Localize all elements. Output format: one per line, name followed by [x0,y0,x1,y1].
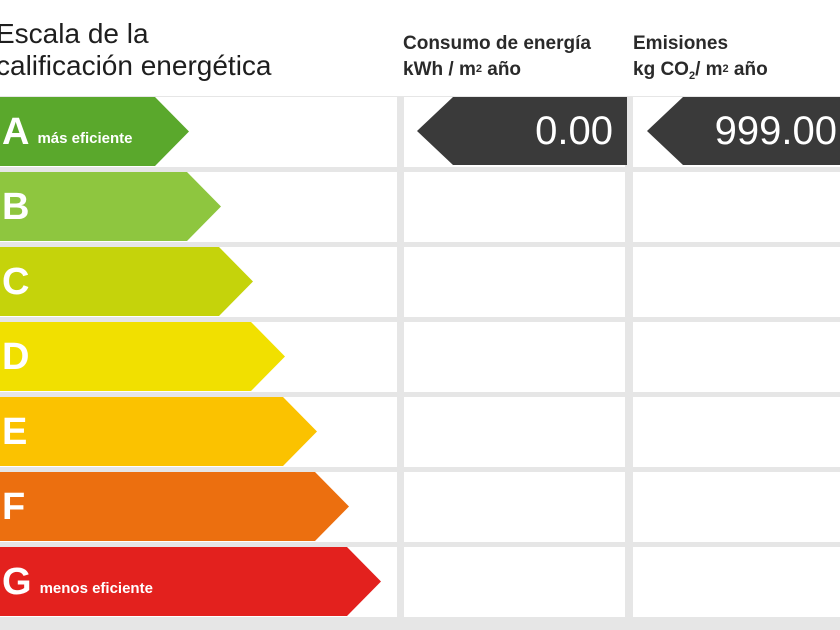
emisiones-cell [633,322,840,392]
grade-letter: A [2,110,30,153]
consumo-cell [404,547,625,617]
grade-letter: C [2,260,30,303]
emisiones-cell [633,472,840,542]
consumo-column-header: Consumo de energía kWh / m2 año [403,31,591,85]
consumo-cell [404,247,625,317]
emisiones-title: Emisiones [633,33,729,54]
grade-letter: F [2,485,26,528]
emisiones-value: 999.00 [714,109,837,153]
grade-arrow-c: C [0,247,253,316]
grade-arrow-e: E [0,397,317,466]
emisiones-value-tag: 999.00 [647,97,840,165]
emisiones-unit: kg CO2/ m2 año [633,59,768,82]
emisiones-column-header: Emisiones kg CO2/ m2 año [633,31,768,85]
consumo-cell [404,472,625,542]
emisiones-cell [633,247,840,317]
consumo-unit: kWh / m2 año [403,59,522,80]
consumo-cell [404,397,625,467]
scale-title-line1: Escala de la [0,18,149,49]
consumo-cell [404,322,625,392]
consumo-value: 0.00 [535,109,613,153]
grade-letter: G [2,560,32,603]
header: Escala de la calificación energética Con… [0,0,840,96]
grade-arrow-f: F [0,472,349,541]
emisiones-cell [633,172,840,242]
emisiones-cell [633,397,840,467]
grade-letter: E [2,410,28,453]
consumo-cell [404,172,625,242]
grade-letter: B [2,185,30,228]
emisiones-cell [633,547,840,617]
scale-title-line2: calificación energética [0,50,272,81]
grade-arrow-b: B [0,172,221,241]
grade-arrow-d: D [0,322,285,391]
grade-letter: D [2,335,30,378]
consumo-title: Consumo de energía [403,33,591,54]
scale-title: Escala de la calificación energética [0,18,272,82]
consumo-value-tag: 0.00 [417,97,627,165]
grade-note: más eficiente [37,130,133,147]
grade-note: menos eficiente [39,580,153,597]
